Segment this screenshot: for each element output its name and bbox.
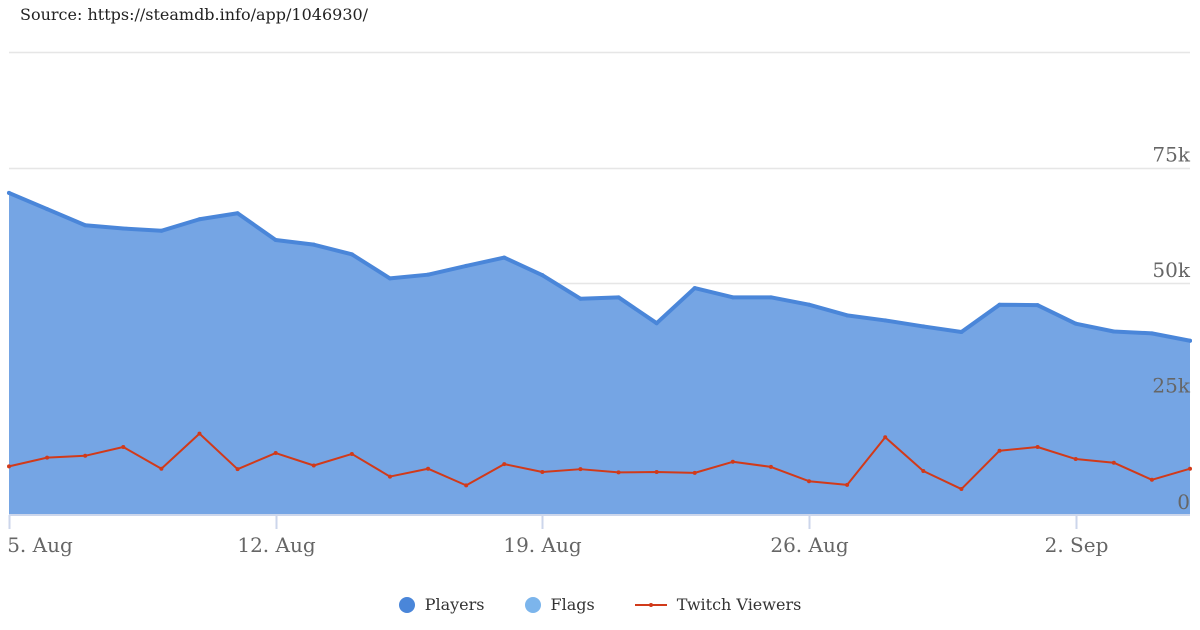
players-point[interactable] bbox=[578, 296, 583, 301]
players-point[interactable] bbox=[1111, 329, 1116, 334]
twitch-viewers-point[interactable] bbox=[1188, 466, 1192, 471]
players-point[interactable] bbox=[159, 228, 164, 233]
players-point[interactable] bbox=[349, 252, 354, 257]
players-point[interactable] bbox=[197, 217, 202, 222]
legend-label-twitch-viewers: Twitch Viewers bbox=[676, 595, 802, 614]
players-point[interactable] bbox=[730, 295, 735, 300]
twitch-viewers-point[interactable] bbox=[883, 435, 888, 440]
players-point[interactable] bbox=[883, 318, 888, 323]
twitch-viewers-point[interactable] bbox=[578, 467, 583, 472]
y-tick-label: 0 bbox=[1177, 490, 1190, 514]
twitch-viewers-point[interactable] bbox=[845, 482, 850, 487]
twitch-viewers-point[interactable] bbox=[616, 470, 621, 475]
twitch-viewers-point[interactable] bbox=[349, 451, 354, 456]
players-point[interactable] bbox=[845, 313, 850, 318]
twitch-viewers-point[interactable] bbox=[45, 455, 50, 460]
twitch-viewers-point[interactable] bbox=[387, 474, 392, 479]
twitch-viewers-point[interactable] bbox=[654, 469, 659, 474]
twitch-viewers-point[interactable] bbox=[273, 451, 278, 456]
players-point[interactable] bbox=[997, 302, 1002, 307]
twitch-viewers-point[interactable] bbox=[464, 483, 469, 488]
y-axis-labels: 0 25k 50k 75k bbox=[1152, 143, 1190, 515]
x-tick-label: 2. Sep bbox=[1045, 533, 1109, 557]
players-point[interactable] bbox=[464, 263, 469, 268]
players-point[interactable] bbox=[807, 302, 812, 307]
twitch-viewers-series[interactable] bbox=[7, 431, 1192, 492]
players-line[interactable] bbox=[7, 190, 1192, 343]
twitch-viewers-point[interactable] bbox=[730, 459, 735, 464]
x-tick-label: 12. Aug bbox=[237, 533, 315, 557]
line-area-chart: 5. Aug 12. Aug 19. Aug 26. Aug 2. Sep 0 25k 50… bbox=[7, 51, 1192, 557]
twitch-viewers-point[interactable] bbox=[311, 463, 316, 468]
players-point[interactable] bbox=[921, 324, 926, 329]
players-point[interactable] bbox=[426, 272, 431, 277]
players-point[interactable] bbox=[83, 223, 88, 228]
twitch-viewers-point[interactable] bbox=[1035, 445, 1040, 450]
twitch-viewers-point[interactable] bbox=[426, 466, 431, 471]
twitch-viewers-point[interactable] bbox=[692, 470, 697, 475]
legend-item-flags[interactable]: Flags bbox=[524, 595, 595, 614]
players-point[interactable] bbox=[1188, 338, 1192, 343]
y-tick-label: 25k bbox=[1152, 374, 1190, 398]
source-caption: Source: https://steamdb.info/app/1046930… bbox=[20, 5, 369, 24]
y-tick-label: 75k bbox=[1152, 143, 1190, 167]
players-point[interactable] bbox=[387, 276, 392, 281]
players-point[interactable] bbox=[1149, 331, 1154, 336]
twitch-viewers-point[interactable] bbox=[1149, 477, 1154, 482]
players-point[interactable] bbox=[235, 211, 240, 216]
players-point[interactable] bbox=[7, 190, 11, 195]
twitch-viewers-point[interactable] bbox=[921, 469, 926, 474]
legend-label-players: Players bbox=[424, 595, 485, 614]
players-point[interactable] bbox=[121, 226, 126, 231]
players-area-fill bbox=[9, 192, 1190, 514]
players-point[interactable] bbox=[959, 329, 964, 334]
legend-label-flags: Flags bbox=[550, 595, 595, 614]
twitch-viewers-point[interactable] bbox=[807, 479, 812, 484]
twitch-viewers-point[interactable] bbox=[121, 445, 126, 450]
twitch-viewers-point[interactable] bbox=[959, 487, 964, 492]
players-point[interactable] bbox=[502, 255, 507, 260]
players-point[interactable] bbox=[768, 295, 773, 300]
players-legend-dot-icon bbox=[398, 596, 415, 613]
players-point[interactable] bbox=[616, 295, 621, 300]
y-tick-label: 50k bbox=[1152, 258, 1190, 282]
players-point[interactable] bbox=[1035, 303, 1040, 308]
players-point[interactable] bbox=[654, 321, 659, 326]
twitch-viewers-line[interactable] bbox=[8, 432, 1191, 491]
players-area-series[interactable] bbox=[7, 190, 1192, 514]
twitch-viewers-point[interactable] bbox=[502, 462, 507, 467]
x-tick-label: 26. Aug bbox=[770, 533, 848, 557]
twitch-viewers-point[interactable] bbox=[1073, 457, 1078, 462]
players-point[interactable] bbox=[692, 286, 697, 291]
twitch-viewers-point[interactable] bbox=[540, 469, 545, 474]
x-tick-label: 19. Aug bbox=[503, 533, 581, 557]
x-axis: 5. Aug 12. Aug 19. Aug 26. Aug 2. Sep bbox=[7, 514, 1190, 557]
twitch-legend-line-icon bbox=[634, 597, 667, 613]
twitch-viewers-point[interactable] bbox=[83, 453, 88, 458]
legend-item-players[interactable]: Players bbox=[398, 595, 485, 614]
twitch-viewers-point[interactable] bbox=[997, 448, 1002, 453]
players-point[interactable] bbox=[45, 207, 50, 212]
twitch-viewers-point[interactable] bbox=[1111, 460, 1116, 465]
chart-legend: Players Flags Twitch Viewers bbox=[0, 595, 1200, 614]
twitch-viewers-point[interactable] bbox=[768, 464, 773, 469]
players-point[interactable] bbox=[540, 273, 545, 278]
players-point[interactable] bbox=[273, 238, 278, 243]
players-point[interactable] bbox=[311, 242, 316, 247]
x-tick-label: 5. Aug bbox=[7, 533, 73, 557]
twitch-viewers-point[interactable] bbox=[7, 464, 11, 469]
legend-item-twitch-viewers[interactable]: Twitch Viewers bbox=[634, 595, 802, 614]
twitch-viewers-point[interactable] bbox=[159, 466, 164, 471]
flags-legend-dot-icon bbox=[524, 596, 541, 613]
twitch-viewers-point[interactable] bbox=[197, 431, 202, 436]
twitch-viewers-point[interactable] bbox=[235, 467, 240, 472]
players-point[interactable] bbox=[1073, 321, 1078, 326]
